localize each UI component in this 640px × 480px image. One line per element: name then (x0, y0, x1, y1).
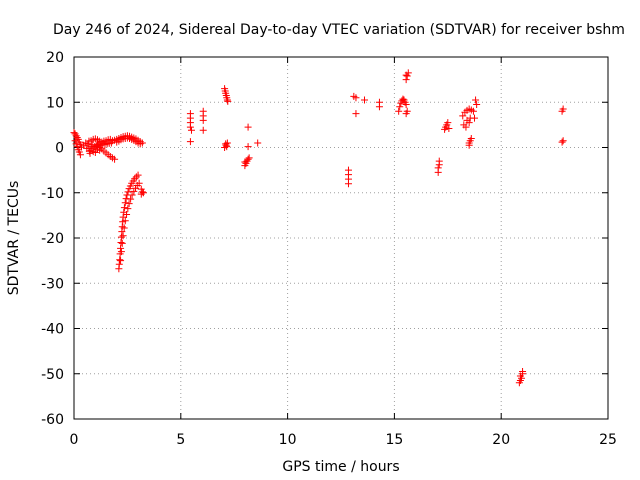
data-point (459, 112, 467, 120)
data-point (111, 155, 119, 163)
data-point (519, 367, 527, 375)
data-point (462, 123, 470, 131)
data-point (117, 244, 125, 252)
data-point (186, 123, 194, 131)
data-point (132, 173, 140, 181)
y-tick-label: 0 (55, 141, 64, 157)
data-point (131, 175, 139, 183)
data-point (344, 180, 352, 188)
data-point (118, 239, 126, 247)
data-point (76, 151, 84, 159)
plot-frame (73, 56, 609, 420)
data-point (224, 97, 232, 105)
data-point (117, 257, 125, 265)
data-point (352, 94, 360, 102)
data-point (241, 158, 249, 166)
data-point (516, 372, 524, 380)
y-tick-label: -60 (41, 412, 64, 428)
data-points (70, 69, 567, 387)
data-point (186, 138, 194, 146)
data-point (244, 123, 252, 131)
data-point (128, 191, 136, 199)
data-point (395, 107, 403, 115)
y-tick-label: -20 (41, 231, 64, 247)
data-point (121, 217, 129, 225)
data-point (86, 149, 94, 157)
data-point (72, 132, 80, 140)
grid-lines (74, 57, 608, 419)
data-point (117, 248, 125, 256)
data-point (125, 200, 133, 208)
x-tick-label: 5 (176, 432, 185, 448)
y-tick-label: -50 (41, 367, 64, 383)
data-point (221, 144, 229, 151)
data-point (120, 224, 128, 232)
data-point (471, 114, 478, 122)
data-point (444, 119, 452, 127)
x-axis-label: GPS time / hours (282, 459, 399, 475)
x-tick-label: 0 (70, 432, 79, 448)
data-point (116, 256, 124, 264)
data-point (402, 110, 410, 118)
data-point (71, 137, 79, 145)
chart-title: Day 246 of 2024, Sidereal Day-to-day VTE… (53, 22, 625, 38)
data-point (467, 134, 475, 142)
data-point (135, 179, 143, 187)
data-point (121, 199, 129, 207)
data-point (559, 105, 567, 113)
data-point (558, 138, 566, 146)
data-point (119, 232, 127, 240)
data-point (254, 139, 262, 147)
data-point (244, 143, 252, 151)
y-tick-label: -40 (41, 322, 64, 338)
data-point (465, 141, 473, 149)
data-point (136, 140, 144, 148)
y-tick-label: -10 (41, 186, 64, 202)
data-point (559, 137, 567, 145)
data-point (71, 130, 79, 138)
data-point (137, 190, 145, 198)
y-tick-label: 20 (46, 50, 64, 66)
x-tick-label: 25 (599, 432, 617, 448)
y-axis-label: SDTVAR / TECUs (6, 181, 22, 296)
data-point (96, 144, 104, 151)
data-point (199, 116, 207, 124)
data-point (73, 143, 81, 151)
data-point (124, 205, 132, 213)
x-tick-label: 20 (492, 432, 510, 448)
data-point (123, 210, 131, 218)
data-point (120, 204, 128, 212)
data-point (130, 187, 138, 195)
data-point (396, 103, 404, 111)
data-point (445, 124, 453, 132)
data-point (245, 154, 253, 162)
y-tick-label: -30 (41, 276, 64, 292)
data-point (402, 71, 410, 79)
y-tick-label: 10 (46, 95, 64, 111)
data-point (435, 157, 443, 165)
data-point (352, 110, 360, 118)
data-point (223, 139, 231, 147)
data-point (473, 101, 481, 109)
data-point (403, 72, 411, 80)
tick-labels: 0 5 10 15 20 25 -60 -50 -40 -30 -20 -10 0 10 20 (41, 50, 617, 448)
data-point (134, 171, 142, 179)
x-tick-label: 10 (279, 432, 297, 448)
data-point (375, 103, 383, 111)
data-point (402, 101, 410, 109)
data-point (360, 96, 368, 104)
data-point (469, 107, 477, 115)
data-point (434, 164, 442, 172)
data-point (465, 119, 473, 127)
x-tick-label: 15 (385, 432, 403, 448)
data-point (187, 126, 195, 134)
data-point (472, 96, 480, 104)
data-point (127, 195, 135, 203)
data-point (199, 126, 207, 134)
